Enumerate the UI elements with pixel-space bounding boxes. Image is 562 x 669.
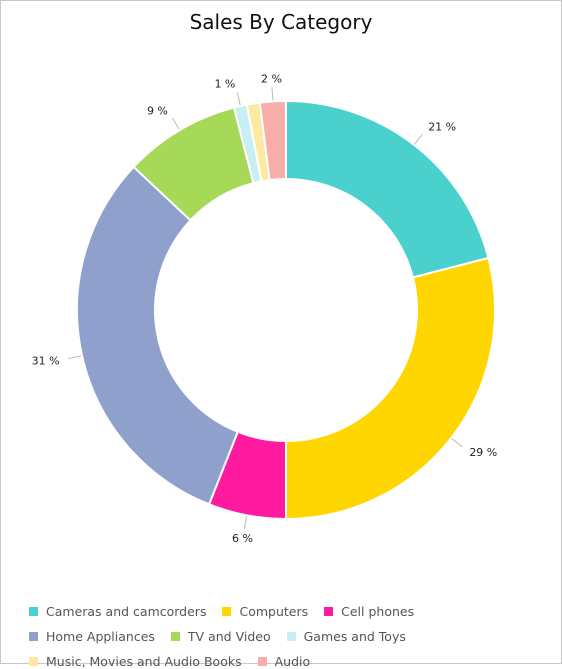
data-label-home-appliances: 31 % <box>32 355 60 368</box>
label-connector-tv-and-video <box>172 117 180 130</box>
label-connector-cell-phones <box>243 516 248 530</box>
legend-swatch <box>286 631 296 641</box>
legend-item-music-movies-and-audio-books[interactable]: Music, Movies and Audio Books <box>29 653 242 669</box>
slice-home-appliances[interactable] <box>76 165 240 506</box>
data-label-cell-phones: 6 % <box>232 532 253 545</box>
legend-swatch <box>222 606 232 616</box>
legend-label: Cell phones <box>341 603 415 619</box>
legend-swatch <box>29 656 38 666</box>
data-label-cameras-and-camcorders: 21 % <box>428 121 456 134</box>
legend-swatch <box>29 606 38 616</box>
data-label-computers: 29 % <box>469 446 497 459</box>
label-connector-home-appliances <box>68 355 82 360</box>
label-connector-games-and-toys <box>236 92 241 106</box>
slice-audio[interactable] <box>258 99 287 182</box>
chart-title: Sales By Category <box>189 10 373 34</box>
legend-label: Games and Toys <box>303 628 406 644</box>
legend-swatch <box>257 656 267 666</box>
legend-swatch <box>29 631 38 641</box>
legend-item-home-appliances[interactable]: Home Appliances <box>29 628 155 644</box>
legend-label: Home Appliances <box>46 628 155 644</box>
legend-item-cell-phones[interactable]: Cell phones <box>324 603 414 619</box>
legend-item-tv-and-video[interactable]: TV and Video <box>170 628 271 644</box>
data-label-audio: 2 % <box>261 72 282 85</box>
legend-label: Music, Movies and Audio Books <box>46 653 242 669</box>
legend-item-cameras-and-camcorders[interactable]: Cameras and camcorders <box>29 603 206 619</box>
legend-label: Computers <box>239 603 309 619</box>
legend-label: Cameras and camcorders <box>46 603 207 619</box>
slice-computers[interactable] <box>285 256 496 521</box>
data-label-tv-and-video: 9 % <box>147 104 168 117</box>
label-connector-audio <box>271 87 274 101</box>
data-label-games-and-toys: 1 % <box>214 78 235 91</box>
label-connector-cameras-and-camcorders <box>414 133 424 145</box>
legend-swatch <box>170 631 180 641</box>
donut-chart: 21 % 29 % 6 % 31 % 9 % 1 % 2 % <box>32 72 498 545</box>
legend-label: TV and Video <box>187 628 271 644</box>
slice-cameras-and-camcorders[interactable] <box>285 99 490 279</box>
legend-label: Audio <box>274 653 311 669</box>
legend-item-games-and-toys[interactable]: Games and Toys <box>286 628 406 644</box>
label-connector-computers <box>451 438 463 448</box>
legend-item-computers[interactable]: Computers <box>222 603 308 619</box>
legend-swatch <box>324 606 334 616</box>
legend-item-audio[interactable]: Audio <box>257 653 311 669</box>
chart-legend: Cameras and camcorders Computers Cell phon… <box>29 603 559 669</box>
